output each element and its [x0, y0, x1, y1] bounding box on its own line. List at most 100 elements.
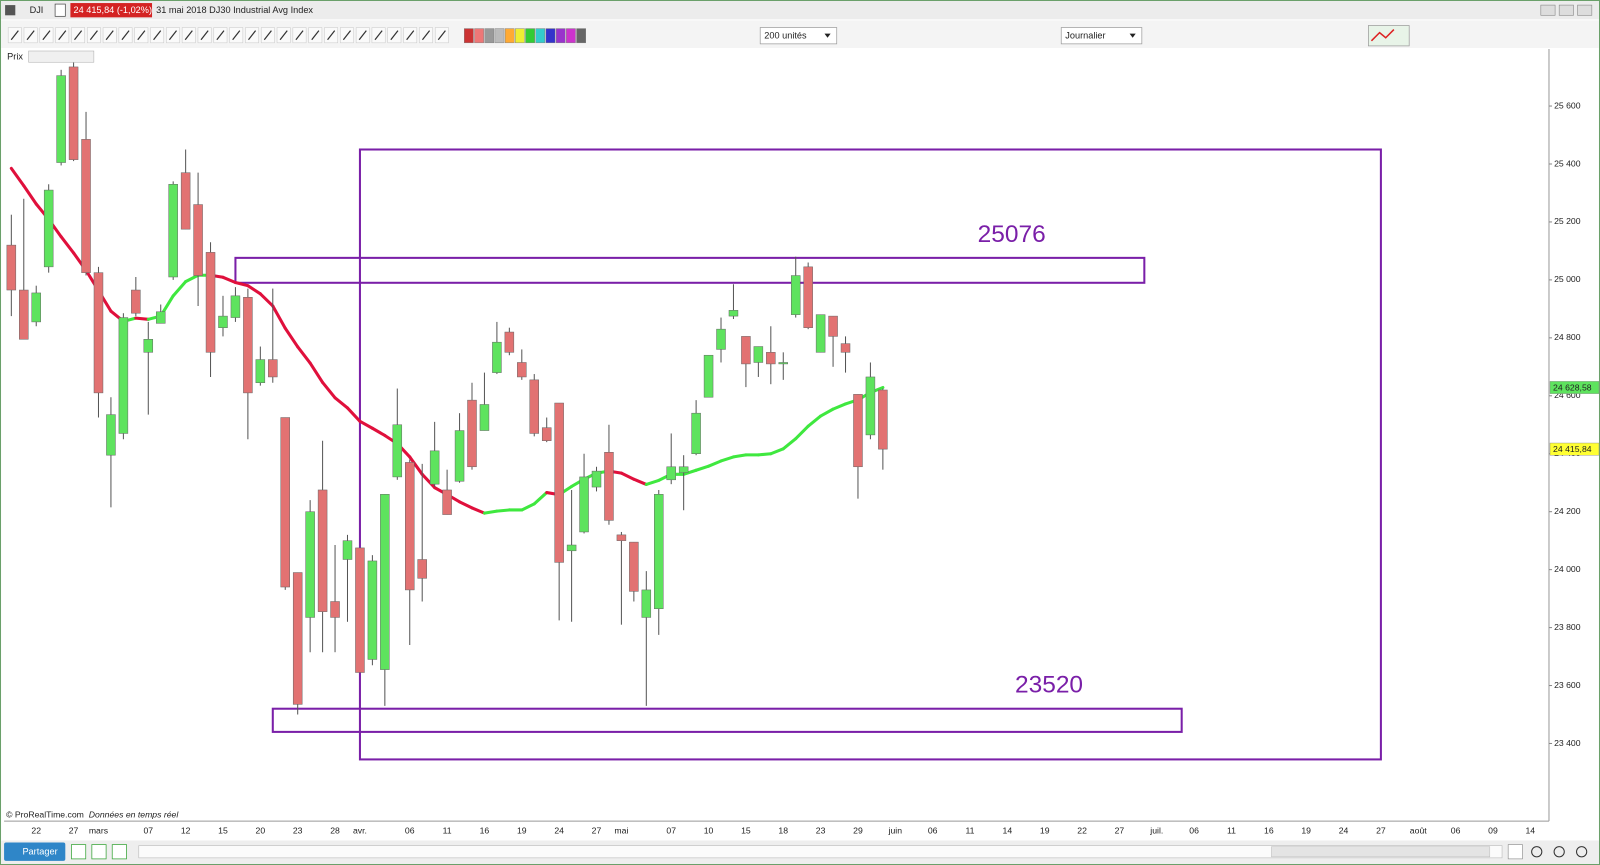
x-tick-label: 29 [853, 826, 863, 836]
minimize-button[interactable] [1558, 4, 1574, 16]
moving-average-segment [781, 437, 798, 451]
x-tick-label: 18 [778, 826, 788, 836]
candle-body [504, 331, 515, 353]
x-tick-label: 22 [31, 826, 41, 836]
moving-average-segment [806, 414, 823, 428]
color-swatch[interactable] [484, 28, 495, 44]
candle-body [566, 544, 577, 552]
candle-body [641, 589, 652, 618]
scroll-thumb[interactable] [1271, 846, 1491, 858]
candle-body [342, 540, 353, 560]
moving-average-segment [59, 235, 76, 255]
tool-glyph [327, 30, 336, 41]
candle-body [305, 511, 315, 618]
tool-glyph [105, 30, 114, 41]
tool-glyph [153, 30, 162, 41]
zone [358, 148, 1382, 761]
color-swatch[interactable] [576, 28, 586, 44]
candle-body [878, 389, 888, 450]
x-tick-label: 23 [293, 826, 303, 836]
moving-average-segment [370, 426, 387, 438]
y-tick-label: 25 400 [1554, 158, 1581, 168]
candle-body [753, 346, 764, 363]
candle-body [68, 66, 79, 160]
color-swatch[interactable] [566, 28, 576, 44]
candle-body [442, 489, 452, 515]
candle-body [803, 266, 813, 328]
close-button[interactable] [1577, 4, 1593, 16]
y-tick-label: 24 800 [1554, 332, 1581, 342]
color-swatch[interactable] [525, 28, 535, 44]
moving-average-segment [707, 459, 723, 468]
tool-glyph [26, 30, 35, 41]
drawing-tools [7, 27, 586, 44]
price-tag [1549, 442, 1600, 456]
y-tick-label: 25 000 [1554, 274, 1581, 284]
zoom-out-button[interactable] [1553, 846, 1565, 858]
moving-average-segment [694, 464, 711, 472]
color-swatch[interactable] [464, 28, 474, 44]
tool-glyph [137, 30, 146, 41]
candle-body [616, 534, 627, 541]
moving-average-segment [682, 468, 698, 476]
color-swatch[interactable] [504, 28, 515, 44]
tool-glyph [279, 30, 288, 41]
candle-body [778, 362, 789, 365]
realtime-note: Données en temps réel [89, 809, 180, 819]
price-tag-label: 24 415,84 [1553, 444, 1592, 454]
candle-body [654, 494, 664, 610]
color-swatch[interactable] [515, 28, 525, 44]
tool-glyph [263, 30, 272, 41]
share-button[interactable] [4, 842, 66, 861]
x-tick-label: 20 [256, 826, 266, 836]
candle-body [591, 470, 602, 488]
x-tick-label: 16 [480, 826, 490, 836]
moving-average-segment [794, 424, 810, 441]
restore-button[interactable] [1540, 4, 1556, 16]
candle-body [317, 489, 328, 612]
candle-body [815, 314, 826, 353]
period-select[interactable] [1060, 27, 1143, 45]
x-tick-label: 24 [1339, 826, 1349, 836]
color-swatch[interactable] [555, 28, 566, 44]
tool-glyph [10, 30, 19, 41]
price-tag-label: 24 628,58 [1553, 382, 1592, 392]
candle-body [517, 362, 527, 378]
color-swatch[interactable] [474, 28, 484, 44]
candle-body [243, 297, 253, 394]
tool-glyph [421, 30, 431, 41]
tool-glyph [42, 30, 51, 41]
description: 31 mai 2018 DJ30 Industrial Avg Index [156, 5, 313, 15]
zoom-reset-button[interactable] [1576, 846, 1588, 858]
candle-body [492, 341, 502, 373]
zone [271, 707, 1183, 733]
settings-button[interactable] [111, 844, 127, 860]
tool-glyph [74, 30, 83, 41]
x-tick-label: 14 [1525, 826, 1535, 836]
layout-button[interactable] [71, 844, 87, 860]
color-swatch[interactable] [535, 28, 546, 44]
candle-body [865, 376, 876, 436]
candle-body [703, 354, 714, 398]
candle-body [205, 252, 216, 353]
zoom-in-button[interactable] [1531, 846, 1543, 858]
candle-body [392, 424, 403, 478]
moving-average-segment [420, 472, 437, 490]
moving-average-segment [221, 275, 237, 285]
moving-average-segment [719, 455, 735, 463]
scroll-end-button[interactable] [1507, 844, 1523, 860]
tool-glyph [374, 30, 383, 41]
y-tick-label: 24 000 [1554, 564, 1581, 574]
color-swatch[interactable] [545, 28, 556, 44]
info-icon[interactable] [54, 3, 66, 17]
indicator-button[interactable] [91, 844, 107, 860]
candle-body [367, 560, 378, 660]
scrollbar[interactable] [138, 845, 1503, 859]
color-swatch[interactable] [494, 28, 505, 44]
panel-controls[interactable] [28, 50, 95, 63]
candle-body [81, 139, 91, 273]
units-select[interactable] [759, 27, 838, 45]
tool-glyph [390, 30, 399, 41]
price-tag [1549, 381, 1600, 394]
